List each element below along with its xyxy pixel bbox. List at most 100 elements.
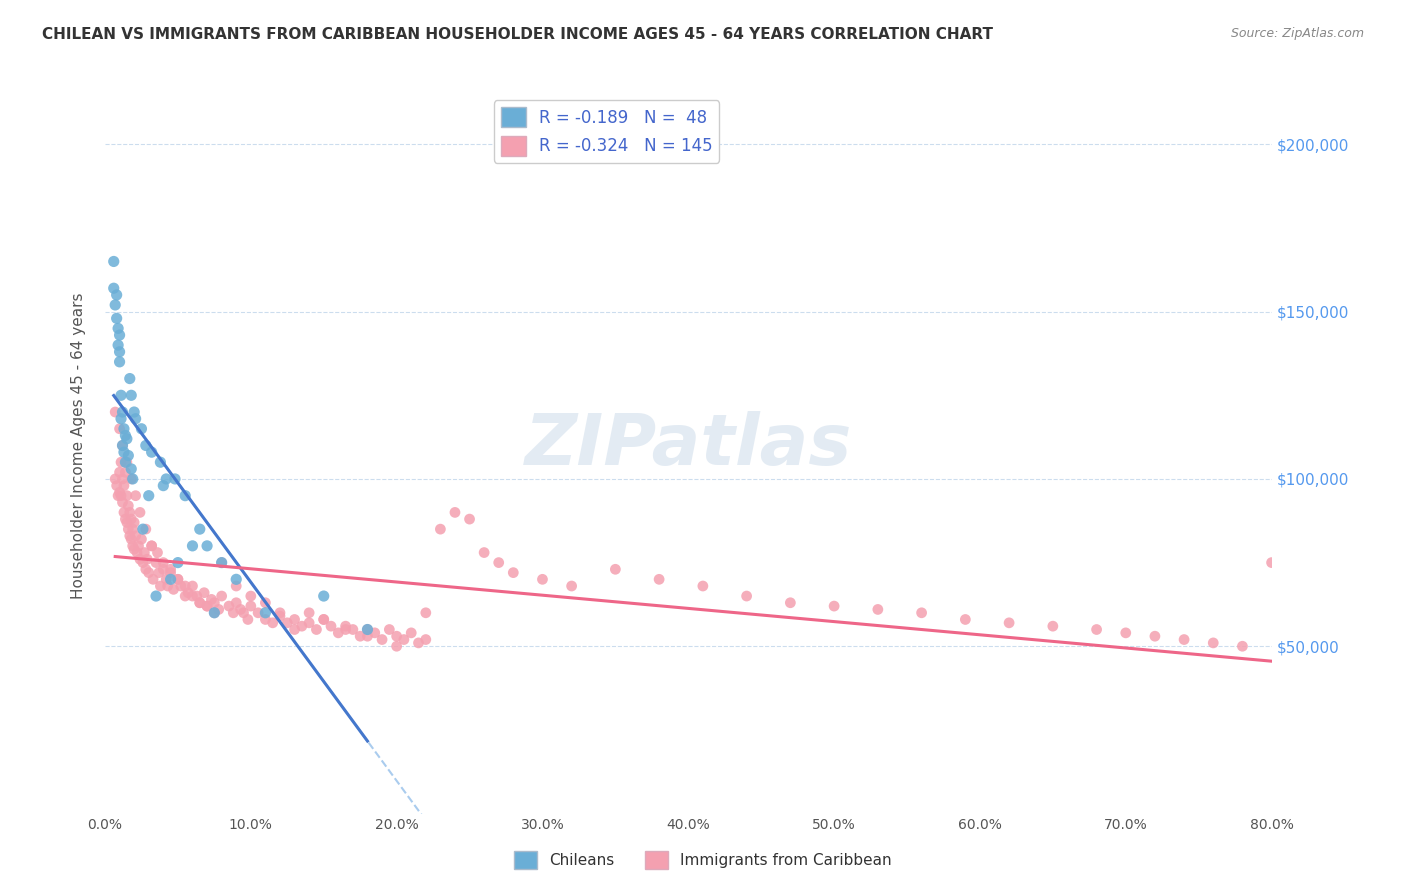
Point bbox=[195, 599, 218, 613]
Point bbox=[159, 566, 181, 580]
Point bbox=[114, 428, 136, 442]
Point bbox=[111, 438, 134, 452]
Point bbox=[298, 606, 321, 620]
Point bbox=[298, 615, 321, 630]
Point bbox=[108, 344, 131, 359]
Point bbox=[124, 411, 146, 425]
Point bbox=[170, 579, 193, 593]
Point bbox=[225, 596, 247, 610]
Point bbox=[110, 489, 132, 503]
Point bbox=[239, 589, 262, 603]
Point bbox=[117, 499, 139, 513]
Point bbox=[167, 572, 190, 586]
Point bbox=[145, 589, 167, 603]
Point bbox=[399, 625, 422, 640]
Point bbox=[149, 579, 172, 593]
Point bbox=[162, 582, 184, 597]
Point bbox=[188, 596, 211, 610]
Point bbox=[135, 522, 157, 536]
Point bbox=[125, 545, 148, 559]
Point bbox=[202, 606, 225, 620]
Point bbox=[104, 472, 127, 486]
Point bbox=[823, 599, 845, 613]
Point bbox=[111, 405, 134, 419]
Point bbox=[188, 596, 211, 610]
Point bbox=[195, 539, 218, 553]
Point bbox=[561, 579, 583, 593]
Point bbox=[128, 539, 150, 553]
Point bbox=[114, 455, 136, 469]
Point bbox=[138, 566, 160, 580]
Point bbox=[142, 572, 165, 586]
Point bbox=[1143, 629, 1166, 643]
Y-axis label: Householder Income Ages 45 - 64 years: Householder Income Ages 45 - 64 years bbox=[72, 293, 86, 599]
Point bbox=[108, 422, 131, 436]
Point bbox=[181, 539, 204, 553]
Point bbox=[779, 596, 801, 610]
Point bbox=[342, 623, 364, 637]
Point bbox=[735, 589, 758, 603]
Point bbox=[112, 478, 135, 492]
Point bbox=[335, 619, 357, 633]
Point bbox=[1173, 632, 1195, 647]
Point bbox=[284, 612, 307, 626]
Point bbox=[458, 512, 481, 526]
Point bbox=[1115, 625, 1137, 640]
Point bbox=[232, 606, 254, 620]
Point bbox=[114, 512, 136, 526]
Point bbox=[174, 489, 197, 503]
Point bbox=[385, 629, 408, 643]
Point bbox=[1085, 623, 1108, 637]
Point bbox=[488, 556, 510, 570]
Point bbox=[208, 602, 231, 616]
Point bbox=[356, 629, 378, 643]
Point bbox=[349, 629, 371, 643]
Point bbox=[1042, 619, 1064, 633]
Point bbox=[254, 606, 277, 620]
Point bbox=[415, 606, 437, 620]
Point bbox=[110, 411, 132, 425]
Point bbox=[155, 472, 177, 486]
Point bbox=[200, 592, 222, 607]
Point bbox=[262, 615, 284, 630]
Point bbox=[108, 485, 131, 500]
Point bbox=[692, 579, 714, 593]
Point bbox=[132, 522, 155, 536]
Point bbox=[152, 478, 174, 492]
Point bbox=[107, 338, 129, 352]
Point bbox=[103, 281, 125, 295]
Point bbox=[998, 615, 1021, 630]
Point bbox=[111, 495, 134, 509]
Point bbox=[121, 472, 143, 486]
Point bbox=[114, 465, 136, 479]
Point bbox=[319, 619, 342, 633]
Point bbox=[124, 489, 146, 503]
Point bbox=[120, 532, 142, 546]
Point bbox=[648, 572, 671, 586]
Point bbox=[108, 355, 131, 369]
Point bbox=[135, 562, 157, 576]
Point bbox=[254, 596, 277, 610]
Legend: Chileans, Immigrants from Caribbean: Chileans, Immigrants from Caribbean bbox=[508, 845, 898, 875]
Point bbox=[115, 489, 138, 503]
Point bbox=[104, 405, 127, 419]
Point bbox=[531, 572, 554, 586]
Point bbox=[120, 512, 142, 526]
Point bbox=[110, 388, 132, 402]
Point bbox=[124, 529, 146, 543]
Text: Source: ZipAtlas.com: Source: ZipAtlas.com bbox=[1230, 27, 1364, 40]
Point bbox=[118, 505, 141, 519]
Point bbox=[177, 585, 200, 599]
Point bbox=[415, 632, 437, 647]
Point bbox=[378, 623, 401, 637]
Point bbox=[117, 449, 139, 463]
Point bbox=[371, 632, 394, 647]
Point bbox=[328, 625, 350, 640]
Point bbox=[141, 539, 163, 553]
Point bbox=[136, 552, 159, 566]
Point bbox=[108, 328, 131, 343]
Point bbox=[312, 589, 335, 603]
Point bbox=[121, 522, 143, 536]
Point bbox=[174, 579, 197, 593]
Point bbox=[269, 606, 291, 620]
